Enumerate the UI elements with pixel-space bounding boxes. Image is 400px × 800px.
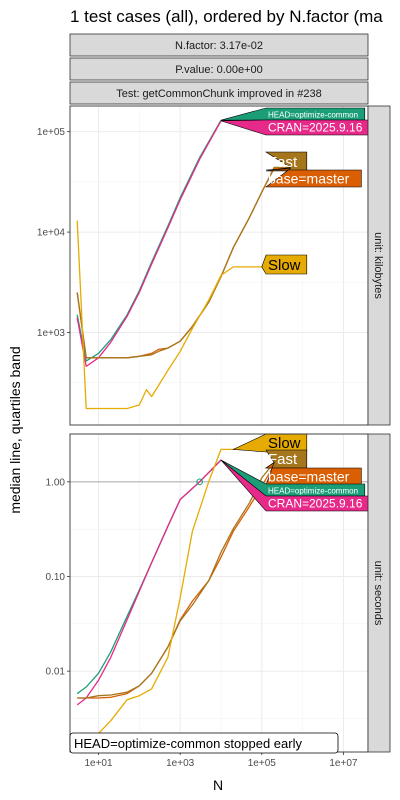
y-tick-label: 1e+05 xyxy=(37,127,66,138)
series-label-base-master: base=master xyxy=(268,468,350,484)
x-tick-label: 1e+03 xyxy=(166,758,195,769)
unit-strip xyxy=(367,105,391,426)
series-line-slow xyxy=(76,448,262,752)
panel-background xyxy=(70,106,368,425)
unit-strip xyxy=(367,433,391,753)
strip-2 xyxy=(69,57,369,81)
y-tick-label: 1e+04 xyxy=(37,228,66,239)
series-line-head-optimize-common xyxy=(76,119,222,362)
label-box-base-master xyxy=(265,461,362,486)
label-box-slow xyxy=(232,433,308,453)
label-box-fast xyxy=(264,151,308,172)
series-line-fast xyxy=(76,166,291,359)
panel-1: HEAD=optimize-common CRAN=2025.9.16 Fastba… xyxy=(37,105,391,426)
strip-1 xyxy=(69,33,369,57)
x-tick-label: 1e+07 xyxy=(329,758,358,769)
strip-3 xyxy=(69,81,369,105)
series-lines xyxy=(76,448,291,752)
series-line-cran-2025-9-16 xyxy=(76,120,222,368)
series-label-fast: Fast xyxy=(268,451,298,468)
plot-title: 1 test cases (all), ordered by N.factor … xyxy=(70,7,383,26)
series-lines xyxy=(76,119,291,410)
series-label-cran-2025-9-16: CRAN=2025.9.16 xyxy=(268,497,363,511)
series-line-slow xyxy=(76,220,262,410)
series-label-cran-2025-9-16: CRAN=2025.9.16 xyxy=(268,121,363,135)
x-axis: 1e+01 1e+03 1e+05 1e+07 xyxy=(84,752,358,769)
strip-label-1: N.factor: 3.17e-02 xyxy=(175,40,263,52)
y-tick-label: 1.00 xyxy=(46,477,66,488)
series-line-cran-2025-9-16 xyxy=(76,459,222,706)
label-box-slow xyxy=(261,254,308,275)
note-box xyxy=(69,732,339,754)
stopped-marker xyxy=(196,478,203,486)
label-box-base-master xyxy=(265,168,362,188)
y-tick-label: 0.01 xyxy=(46,667,66,678)
series-label-fast: Fast xyxy=(268,154,298,171)
note: HEAD=optimize-common stopped early xyxy=(69,732,339,754)
series-label-slow: Slow xyxy=(268,257,301,274)
series-line-base-master xyxy=(77,461,291,699)
series-label-head-optimize-common: HEAD=optimize-common xyxy=(268,486,358,495)
x-tick-label: 1e+01 xyxy=(84,758,113,769)
y-tick-label: 1e+03 xyxy=(37,328,66,339)
note-text: HEAD=optimize-common stopped early xyxy=(74,736,302,751)
unit-strip-label: unit: kilobytes xyxy=(372,232,384,299)
series-label-head-optimize-common: HEAD=optimize-common xyxy=(268,110,358,119)
strip-label-3: Test: getCommonChunk improved in #238 xyxy=(116,88,321,100)
x-axis-title: N xyxy=(213,777,223,793)
strip-label-2: P.value: 0.00e+00 xyxy=(175,64,263,76)
unit-strip-label: unit: seconds xyxy=(372,561,384,626)
series-label-slow: Slow xyxy=(268,435,301,452)
y-tick-label: 0.10 xyxy=(46,572,66,583)
y-axis-title: median line, quartiles band xyxy=(7,346,23,513)
x-tick-label: 1e+05 xyxy=(248,758,277,769)
direct-labels: HEAD=optimize-common CRAN=2025.9.16 Fastba… xyxy=(220,107,369,275)
series-label-base-master: base=master xyxy=(268,170,350,186)
